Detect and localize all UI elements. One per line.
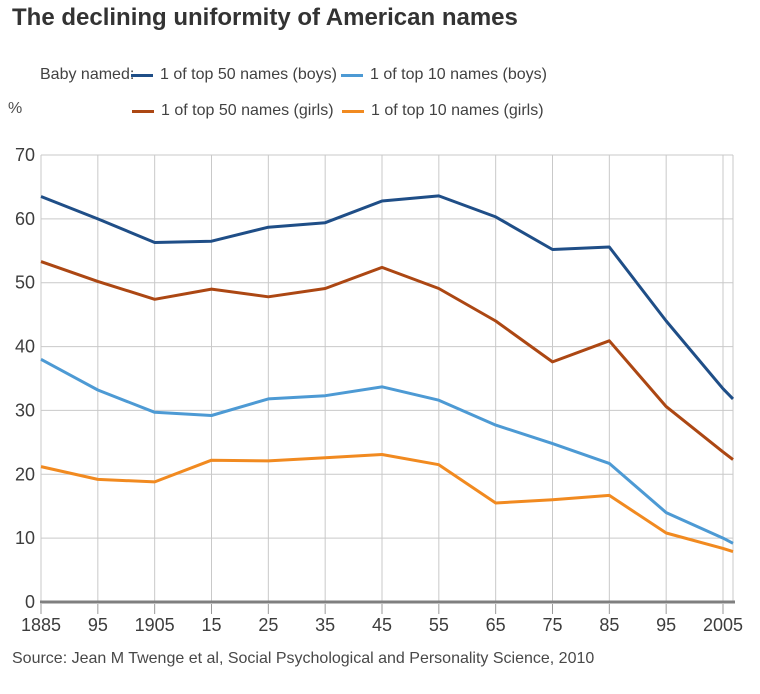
x-axis-tick-label: 1885: [21, 615, 61, 635]
legend-item: 1 of top 50 names (boys): [131, 66, 337, 84]
x-axis-tick-label: 25: [258, 615, 278, 635]
series-line: [40, 260, 734, 461]
legend-item-label: 1 of top 10 names (boys): [370, 66, 547, 83]
x-axis-tick-label: 15: [201, 615, 221, 635]
legend-item-label: 1 of top 50 names (girls): [161, 102, 334, 119]
x-axis-tick-label: 2005: [703, 615, 743, 635]
legend-prefix-label: Baby named:: [40, 66, 135, 83]
legend-swatch-icon: [131, 73, 153, 77]
y-axis-tick-label: 30: [15, 400, 35, 420]
y-axis-tick-label: 50: [15, 273, 35, 293]
y-axis-tick-label: 10: [15, 528, 35, 548]
y-axis-unit-label: %: [8, 100, 23, 117]
chart-title: The declining uniformity of American nam…: [12, 4, 518, 31]
series-line: [40, 194, 735, 400]
legend-item-label: 1 of top 50 names (boys): [160, 66, 337, 83]
x-axis-tick-label: 95: [656, 615, 676, 635]
x-axis-tick-label: 75: [542, 615, 562, 635]
x-axis-tick-label: 65: [486, 615, 506, 635]
legend-item: 1 of top 10 names (boys): [341, 66, 547, 84]
y-axis-tick-label: 40: [15, 337, 35, 357]
legend-swatch-icon: [132, 109, 154, 113]
y-axis-tick-label: 20: [15, 464, 35, 484]
series-line: [40, 357, 734, 545]
y-axis-tick-label: 0: [25, 592, 35, 612]
x-axis-tick-label: 45: [372, 615, 392, 635]
x-axis-tick-label: 1905: [135, 615, 175, 635]
x-axis-tick-label: 95: [88, 615, 108, 635]
series-line: [40, 453, 734, 554]
x-axis-tick-label: 85: [599, 615, 619, 635]
legend-swatch-icon: [341, 73, 363, 77]
x-axis-tick-label: 55: [429, 615, 449, 635]
legend-item: 1 of top 50 names (girls): [132, 102, 334, 120]
y-axis-tick-label: 70: [15, 145, 35, 165]
legend-item-label: 1 of top 10 names (girls): [371, 102, 544, 119]
legend-item: 1 of top 10 names (girls): [342, 102, 544, 120]
x-axis-tick-label: 35: [315, 615, 335, 635]
source-attribution: Source: Jean M Twenge et al, Social Psyc…: [12, 650, 595, 667]
legend-swatch-icon: [342, 109, 364, 113]
y-axis-tick-label: 60: [15, 209, 35, 229]
